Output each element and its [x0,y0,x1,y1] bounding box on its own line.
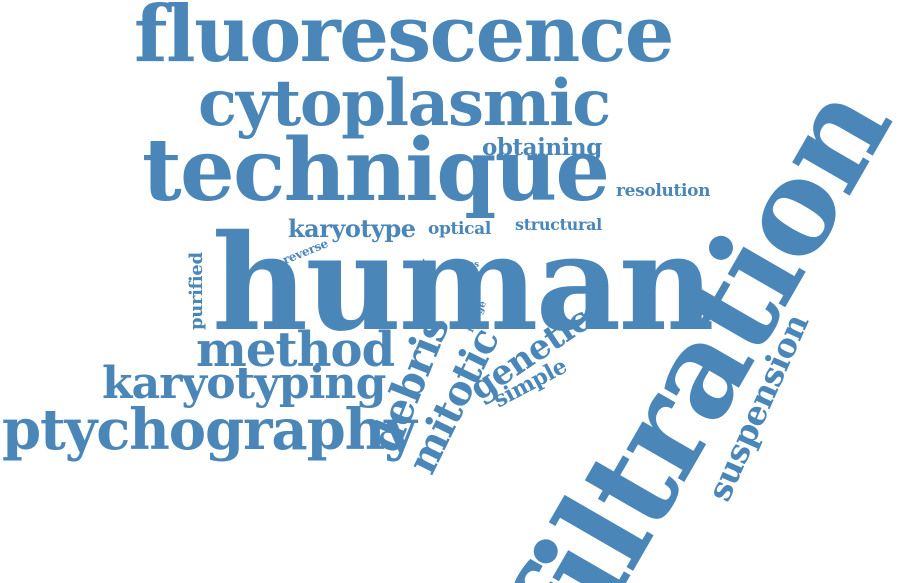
word-optical: optical [428,219,491,239]
word-obtaining: obtaining [482,134,602,161]
word-karyotyping: karyotyping [102,358,386,409]
word-proc: proc [416,271,438,281]
word-purified: purified [186,252,207,330]
word-fluorescence: fluorescence [134,0,674,80]
word-technique: technique [142,120,610,221]
word-structural: structural [515,215,602,234]
word-resolution: resolution [616,181,711,201]
word-cytoplasmic: cytoplasmic [198,66,611,141]
word-size: size [417,259,436,269]
word-karyotype: karyotype [288,214,416,243]
word-ptychography: ptychography [2,397,417,463]
word-human: human [212,206,715,361]
word-step: step [457,271,478,281]
word-mas: mas [459,260,479,270]
word-method: method [196,322,395,378]
